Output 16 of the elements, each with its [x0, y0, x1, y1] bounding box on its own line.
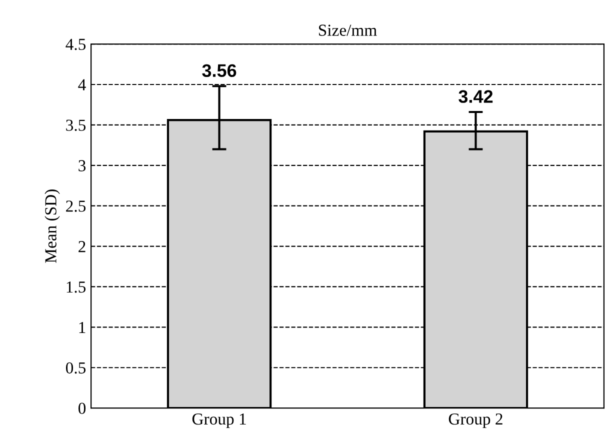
y-tick-label: 2.5: [66, 200, 86, 212]
data-label: 3.56: [202, 64, 236, 78]
y-tick-label: 0.5: [66, 362, 86, 374]
y-tick-label: 2: [78, 241, 86, 252]
y-tick-label: 3: [78, 160, 86, 172]
x-tick-label: Group 2: [448, 413, 502, 428]
data-label: 3.42: [458, 90, 493, 103]
y-tick-label: 0: [78, 402, 86, 414]
y-tick-label: 1: [79, 322, 86, 333]
y-tick-label: 4: [78, 79, 86, 90]
chart-title: Size/mm: [318, 24, 377, 36]
y-tick-label: 3.5: [66, 120, 86, 131]
y-tick-label: 4.5: [66, 38, 86, 50]
x-tick-label: Group 1: [192, 413, 246, 428]
y-axis-title: Mean (SD): [44, 190, 60, 263]
y-tick-label: 1.5: [66, 282, 86, 293]
